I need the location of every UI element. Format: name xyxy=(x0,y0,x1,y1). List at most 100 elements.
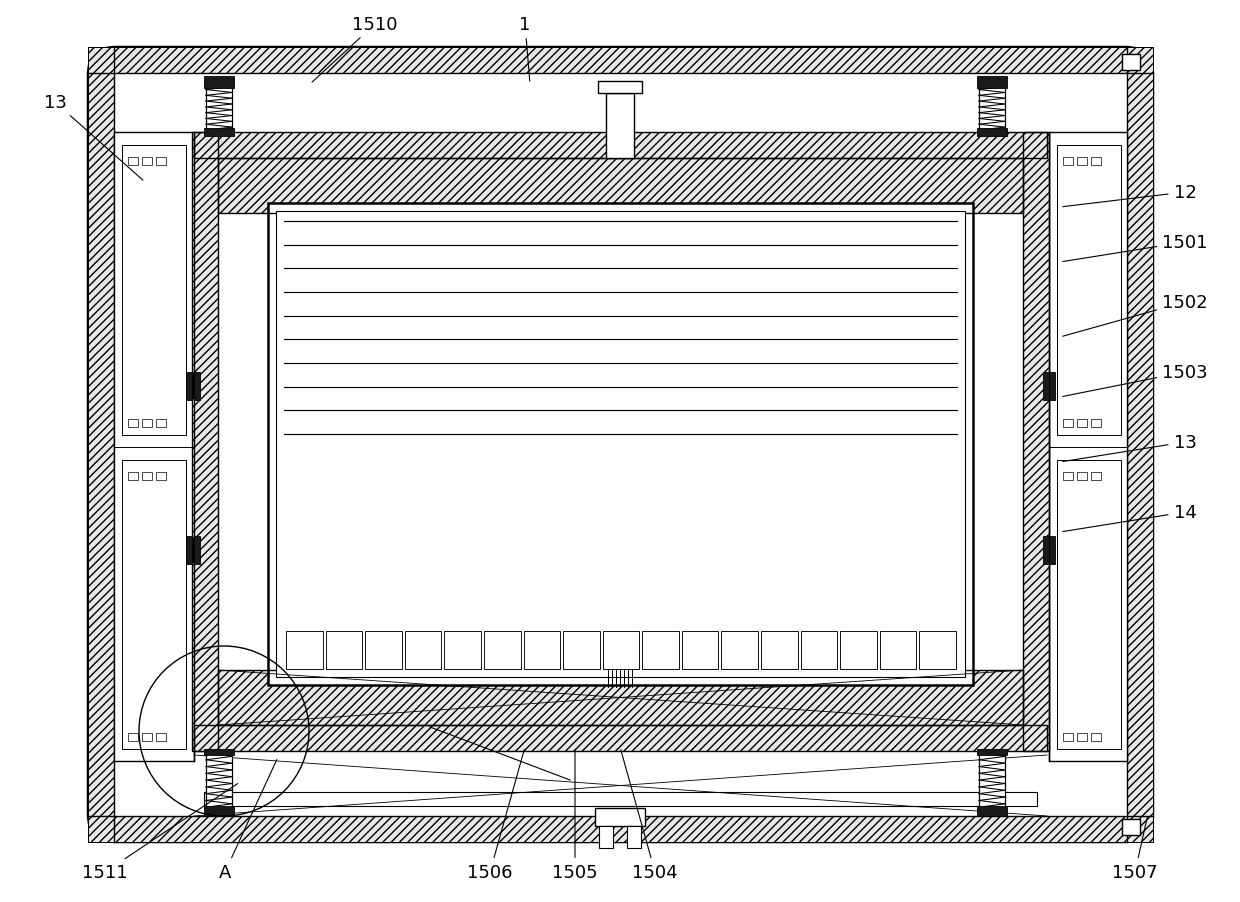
Bar xyxy=(1047,538,1052,563)
Bar xyxy=(193,373,200,400)
Bar xyxy=(186,537,192,565)
Bar xyxy=(627,826,641,848)
Bar xyxy=(1063,472,1073,480)
Bar xyxy=(1047,374,1052,399)
Bar xyxy=(1043,537,1049,565)
Bar xyxy=(190,538,196,563)
Bar xyxy=(193,537,200,565)
Bar xyxy=(642,631,678,669)
Bar xyxy=(268,204,973,686)
Bar xyxy=(218,670,1023,725)
Bar xyxy=(1063,419,1073,427)
Bar xyxy=(143,733,153,741)
Bar xyxy=(114,133,193,761)
Text: 1504: 1504 xyxy=(621,750,678,881)
Bar xyxy=(1122,55,1140,71)
Bar xyxy=(128,733,138,741)
Bar xyxy=(841,631,877,669)
Bar xyxy=(761,631,797,669)
Bar xyxy=(192,133,218,751)
Bar xyxy=(128,472,138,480)
Text: 1507: 1507 xyxy=(1112,817,1158,881)
Bar xyxy=(444,631,481,669)
Bar xyxy=(1078,419,1087,427)
Text: 1511: 1511 xyxy=(82,784,238,881)
Bar xyxy=(1091,419,1101,427)
Bar xyxy=(599,826,613,848)
Text: 13: 13 xyxy=(1063,434,1197,462)
Bar xyxy=(722,631,758,669)
Text: 1501: 1501 xyxy=(1063,234,1208,262)
Bar xyxy=(88,48,1153,74)
Bar xyxy=(1056,146,1121,435)
Bar xyxy=(977,129,1007,137)
Text: 1505: 1505 xyxy=(552,750,598,881)
Bar xyxy=(404,631,441,669)
Bar xyxy=(205,750,234,755)
Bar xyxy=(1063,158,1073,166)
Bar xyxy=(1127,48,1153,842)
Text: A: A xyxy=(218,759,277,881)
Bar xyxy=(1049,373,1055,400)
Bar xyxy=(563,631,600,669)
Bar xyxy=(186,373,192,400)
Bar xyxy=(1049,133,1127,761)
Bar xyxy=(606,94,634,159)
Bar xyxy=(603,631,640,669)
Bar xyxy=(205,792,1037,806)
Bar xyxy=(977,77,1007,89)
Bar xyxy=(523,631,560,669)
Bar xyxy=(880,631,916,669)
Bar xyxy=(193,725,1047,751)
Bar xyxy=(218,159,1023,214)
Bar xyxy=(206,78,232,131)
Text: 14: 14 xyxy=(1063,503,1197,532)
Bar xyxy=(286,631,322,669)
Text: 1506: 1506 xyxy=(467,750,525,881)
Text: 12: 12 xyxy=(1063,184,1197,207)
Bar xyxy=(190,374,196,399)
Text: 1510: 1510 xyxy=(312,16,398,83)
Bar xyxy=(192,133,218,751)
Bar xyxy=(1049,537,1055,565)
Bar xyxy=(1078,472,1087,480)
Bar xyxy=(1056,460,1121,750)
Bar xyxy=(88,48,114,842)
Bar xyxy=(598,82,642,94)
Bar xyxy=(595,808,645,826)
Bar xyxy=(980,78,1004,131)
Bar xyxy=(277,212,965,677)
Bar xyxy=(801,631,837,669)
Bar xyxy=(156,419,166,427)
Text: 1: 1 xyxy=(520,16,531,82)
Bar xyxy=(128,158,138,166)
Bar xyxy=(156,472,166,480)
Bar xyxy=(205,806,234,816)
Bar xyxy=(1043,373,1049,400)
Bar xyxy=(205,77,234,89)
Bar xyxy=(88,816,1153,842)
Bar xyxy=(193,133,1047,159)
Bar xyxy=(326,631,362,669)
Bar xyxy=(682,631,718,669)
Bar xyxy=(1091,472,1101,480)
Bar xyxy=(193,133,1047,159)
Bar xyxy=(1078,733,1087,741)
Bar xyxy=(1063,733,1073,741)
Text: 1503: 1503 xyxy=(1063,364,1208,397)
Bar xyxy=(206,753,232,815)
Bar xyxy=(980,753,1004,815)
Bar xyxy=(128,419,138,427)
Bar xyxy=(977,750,1007,755)
Bar xyxy=(205,129,234,137)
Bar xyxy=(143,419,153,427)
Bar xyxy=(919,631,956,669)
FancyBboxPatch shape xyxy=(88,48,1153,842)
Bar xyxy=(122,146,186,435)
Bar xyxy=(143,158,153,166)
Text: 13: 13 xyxy=(43,94,143,181)
Bar xyxy=(156,158,166,166)
Bar xyxy=(218,670,1023,725)
Bar xyxy=(218,159,1023,214)
Bar xyxy=(156,733,166,741)
